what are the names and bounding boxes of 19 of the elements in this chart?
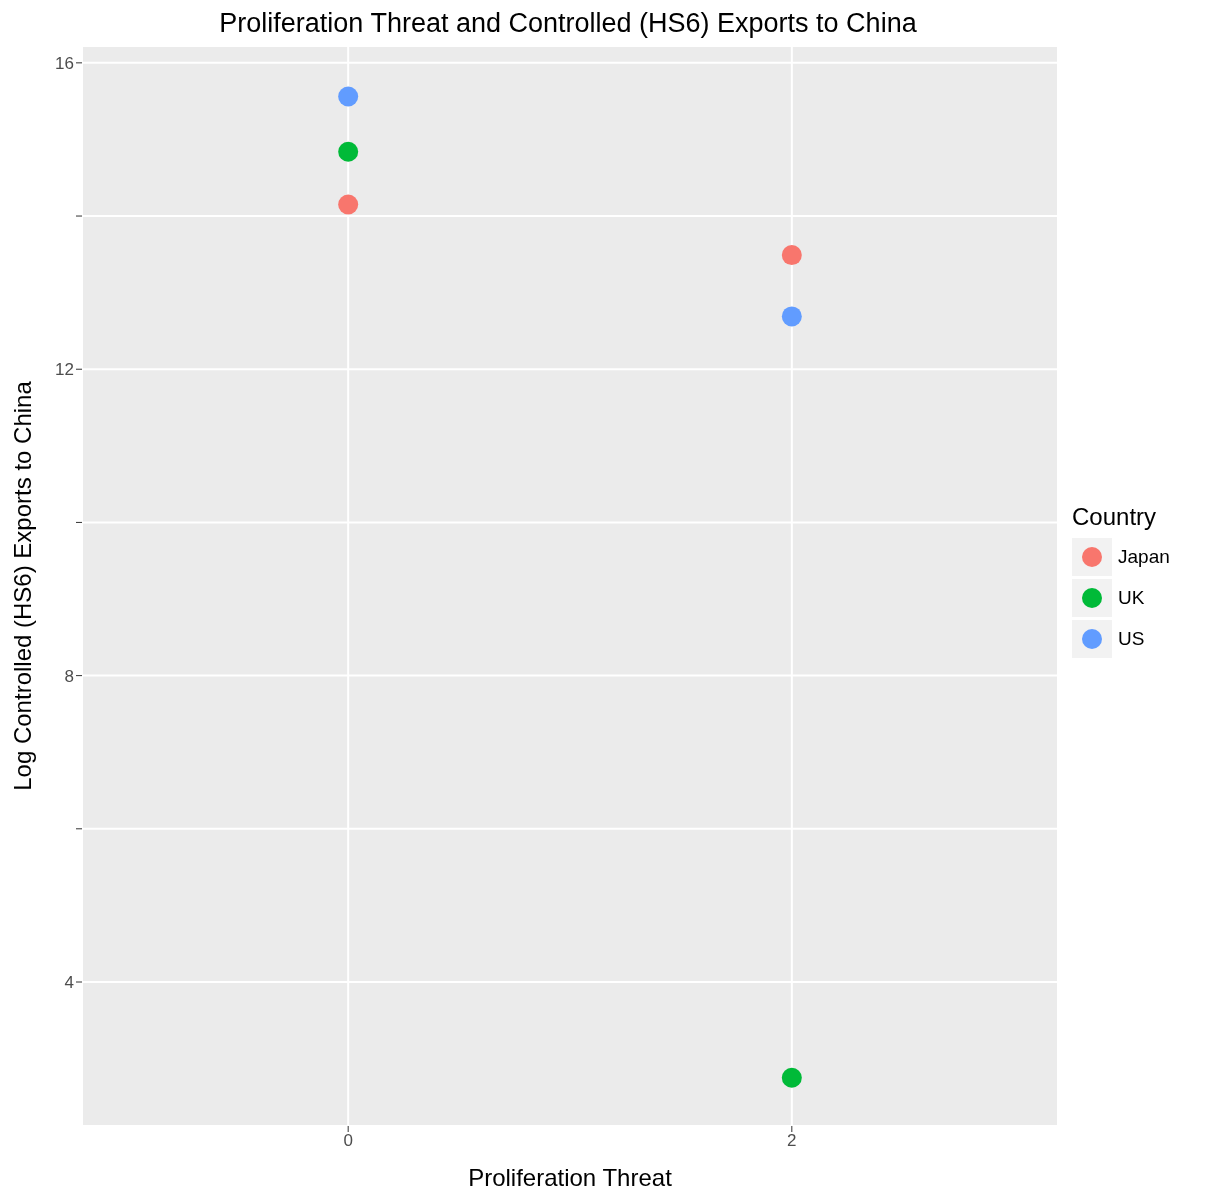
point: [338, 194, 359, 215]
point: [338, 141, 359, 162]
x-axis-title: Proliferation Threat: [468, 1164, 673, 1191]
y-tick-label: 12: [55, 360, 74, 380]
chart-title: Proliferation Threat and Controlled (HS6) Exports to China: [218, 8, 918, 40]
point: [338, 86, 359, 107]
point: [781, 245, 802, 266]
x-tick-label: 0: [343, 1131, 353, 1151]
legend-title: Country: [1072, 502, 1158, 531]
point: [781, 306, 802, 327]
y-tick-label: 4: [64, 973, 74, 993]
point: [781, 1067, 802, 1088]
legend-label: UK: [1118, 587, 1145, 609]
y-tick-label: 16: [55, 53, 74, 73]
legend-label: US: [1118, 628, 1145, 650]
legend-label: Japan: [1118, 546, 1170, 568]
y-tick-label: 8: [64, 666, 74, 686]
y-axis-title: Log Controlled (HS6) Exports to China: [8, 380, 36, 791]
x-tick-label: 2: [787, 1131, 797, 1151]
